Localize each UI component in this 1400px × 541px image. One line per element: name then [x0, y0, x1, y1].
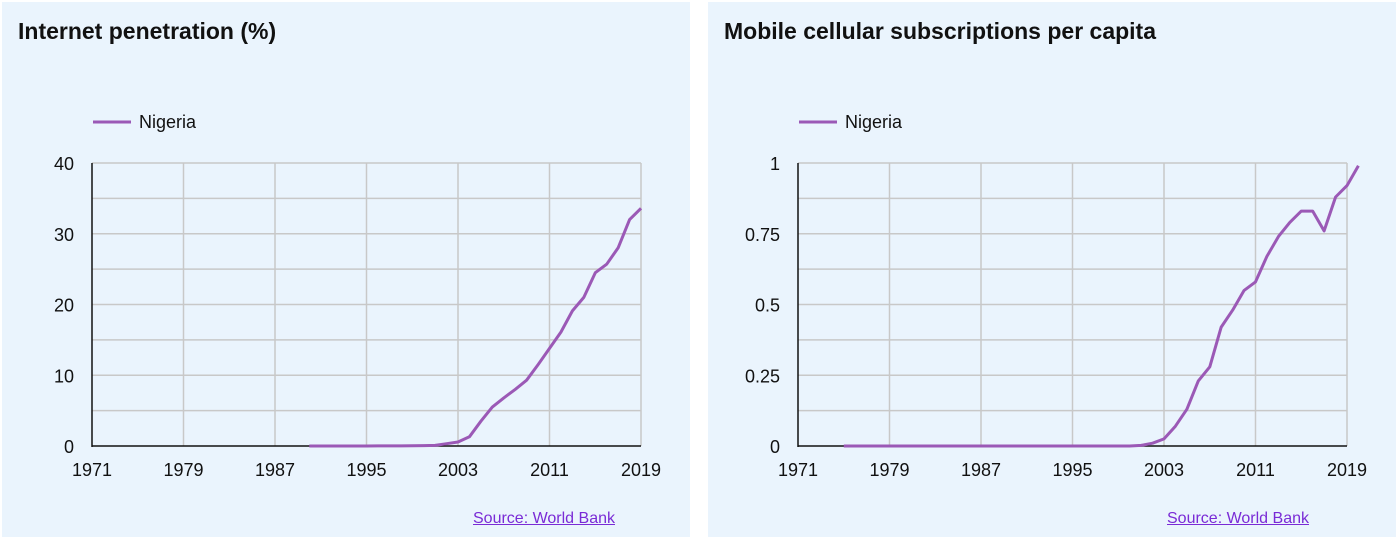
y-tick-label: 10: [54, 366, 74, 386]
chart-panel-internet: Internet penetration (%) 0 10 20 30 40 1971 19…: [2, 2, 690, 537]
y-tick-label: 40: [54, 154, 74, 174]
chart-internet-penetration: 0 10 20 30 40 1971 1979 1987 1995 2003 2011 2019 Nig…: [54, 112, 661, 480]
x-tick-label: 1995: [346, 460, 386, 480]
source-link[interactable]: Source: World Bank: [1167, 510, 1309, 527]
y-tick-label: 0.75: [745, 225, 780, 245]
x-tick-label: 1979: [869, 460, 909, 480]
x-tick-label: 1971: [72, 460, 112, 480]
legend-label: Nigeria: [845, 112, 903, 132]
source-link[interactable]: Source: World Bank: [473, 510, 615, 527]
y-tick-label: 1: [770, 154, 780, 174]
x-tick-label: 1995: [1052, 460, 1092, 480]
x-tick-label: 1987: [255, 460, 295, 480]
y-tick-label: 20: [54, 296, 74, 316]
x-tick-label: 1971: [778, 460, 818, 480]
y-tick-label: 0: [64, 437, 74, 457]
series-line-nigeria: [309, 207, 643, 448]
y-tick-label: 0.5: [755, 296, 780, 316]
y-tick-label: 0.25: [745, 366, 780, 386]
chart-panel-mobile: Mobile cellular subscriptions per capita…: [708, 2, 1396, 537]
x-tick-label: 2011: [530, 460, 569, 480]
legend-label: Nigeria: [139, 112, 197, 132]
series-line-nigeria: [843, 165, 1360, 448]
y-tick-label: 0: [770, 437, 780, 457]
x-tick-label: 1987: [961, 460, 1001, 480]
chart-title: Internet penetration (%): [18, 18, 277, 44]
x-tick-label: 1979: [163, 460, 203, 480]
y-tick-label: 30: [54, 225, 74, 245]
x-tick-label: 2003: [1144, 460, 1184, 480]
chart-mobile-subscriptions: 0 0.25 0.5 0.75 1 1971 1979 1987 1995 2003 2011 201…: [745, 112, 1367, 480]
x-tick-label: 2019: [1327, 460, 1367, 480]
x-tick-label: 2003: [438, 460, 478, 480]
x-tick-label: 2011: [1236, 460, 1275, 480]
chart-title: Mobile cellular subscriptions per capita: [724, 18, 1157, 44]
x-tick-label: 2019: [621, 460, 661, 480]
